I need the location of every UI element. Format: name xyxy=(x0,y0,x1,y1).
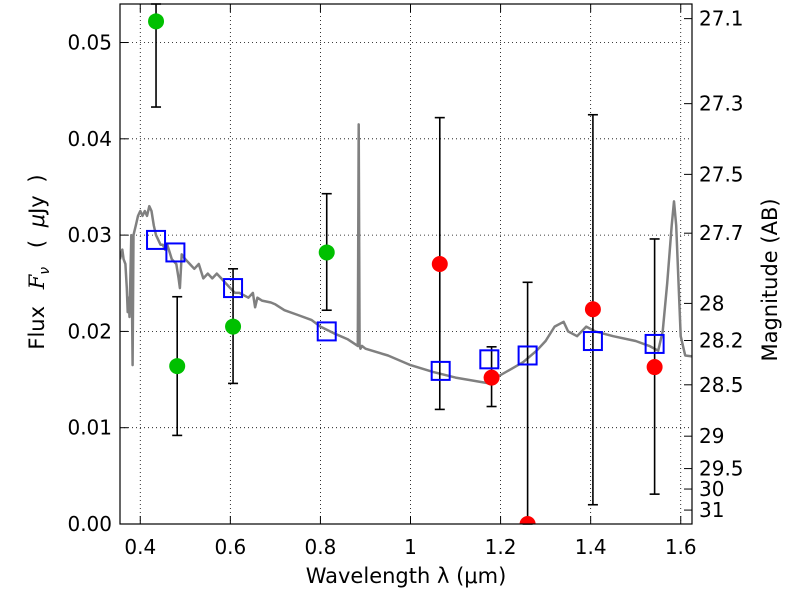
mag-tick-label: 27.7 xyxy=(699,221,744,245)
model-point xyxy=(223,278,244,299)
y-axis-label-f: F xyxy=(25,273,49,290)
ticks xyxy=(120,4,692,525)
mag-tick-label: 28 xyxy=(699,291,724,315)
model-point xyxy=(165,242,186,263)
y-axis-label-flux: Flux xyxy=(25,306,49,350)
data-point xyxy=(148,13,165,30)
data-point xyxy=(169,358,186,375)
y-tick-label: 0.00 xyxy=(67,512,112,536)
y-axis-label-jy: Jy xyxy=(25,195,49,216)
spectrum-line xyxy=(120,123,692,385)
x-tick-label: 1 xyxy=(404,535,417,559)
mag-tick-label: 31 xyxy=(699,498,724,522)
mag-tick-label: 29 xyxy=(699,424,724,448)
data-point xyxy=(646,359,663,376)
y-axis-label-close: ) xyxy=(25,174,49,182)
mag-tick-label: 27.3 xyxy=(699,92,744,116)
data-point xyxy=(584,301,601,318)
model-point xyxy=(316,321,337,342)
mag-tick-label: 27.5 xyxy=(699,162,744,186)
mag-tick-label: 29.5 xyxy=(699,457,744,481)
data-point xyxy=(225,318,242,335)
model-point xyxy=(430,360,451,381)
y-axis-label-nu: ν xyxy=(37,267,53,275)
y-tick-label: 0.01 xyxy=(67,416,112,440)
x-tick-label: 0.8 xyxy=(305,535,337,559)
y-tick-label: 0.02 xyxy=(67,319,112,343)
model-point xyxy=(146,229,167,250)
x-tick-label: 1.6 xyxy=(665,535,697,559)
y-tick-label: 0.04 xyxy=(67,127,112,151)
data-point xyxy=(431,256,448,272)
x-tick-label: 1.2 xyxy=(485,535,517,559)
x-tick-label: 1.4 xyxy=(575,535,607,559)
plot-frame xyxy=(119,3,693,525)
x-tick-label: 0.4 xyxy=(124,535,156,559)
model-point xyxy=(517,345,538,366)
data-point xyxy=(318,244,335,261)
data-point xyxy=(519,516,536,524)
x-tick-label: 0.6 xyxy=(214,535,246,559)
mag-tick-label: 27.1 xyxy=(699,7,744,31)
y-axis-label: Flux Fν ( μJy ) xyxy=(25,174,54,349)
model-spectrum xyxy=(120,123,692,385)
mag-tick-label: 28.5 xyxy=(699,373,744,397)
tick-labels: 0.4 0.6 0.8 1 1.2 1.4 1.6 0.00 0.01 0.02 0.03 0.04 0… xyxy=(67,7,743,559)
y-axis-label-open: ( xyxy=(25,240,49,248)
data-markers xyxy=(146,13,665,524)
y-tick-label: 0.03 xyxy=(67,223,112,247)
y2-axis-label: Magnitude (AB) xyxy=(758,198,782,361)
mag-tick-label: 28.2 xyxy=(699,329,744,353)
data-point xyxy=(483,369,500,386)
y-axis-label-mu: μ xyxy=(25,214,49,228)
model-point xyxy=(644,333,665,354)
model-point xyxy=(479,349,500,370)
x-axis-label: Wavelength λ (μm) xyxy=(306,564,507,588)
y-tick-label: 0.05 xyxy=(67,31,112,55)
mag-tick-label: 30 xyxy=(699,477,724,501)
model-point xyxy=(582,331,603,352)
